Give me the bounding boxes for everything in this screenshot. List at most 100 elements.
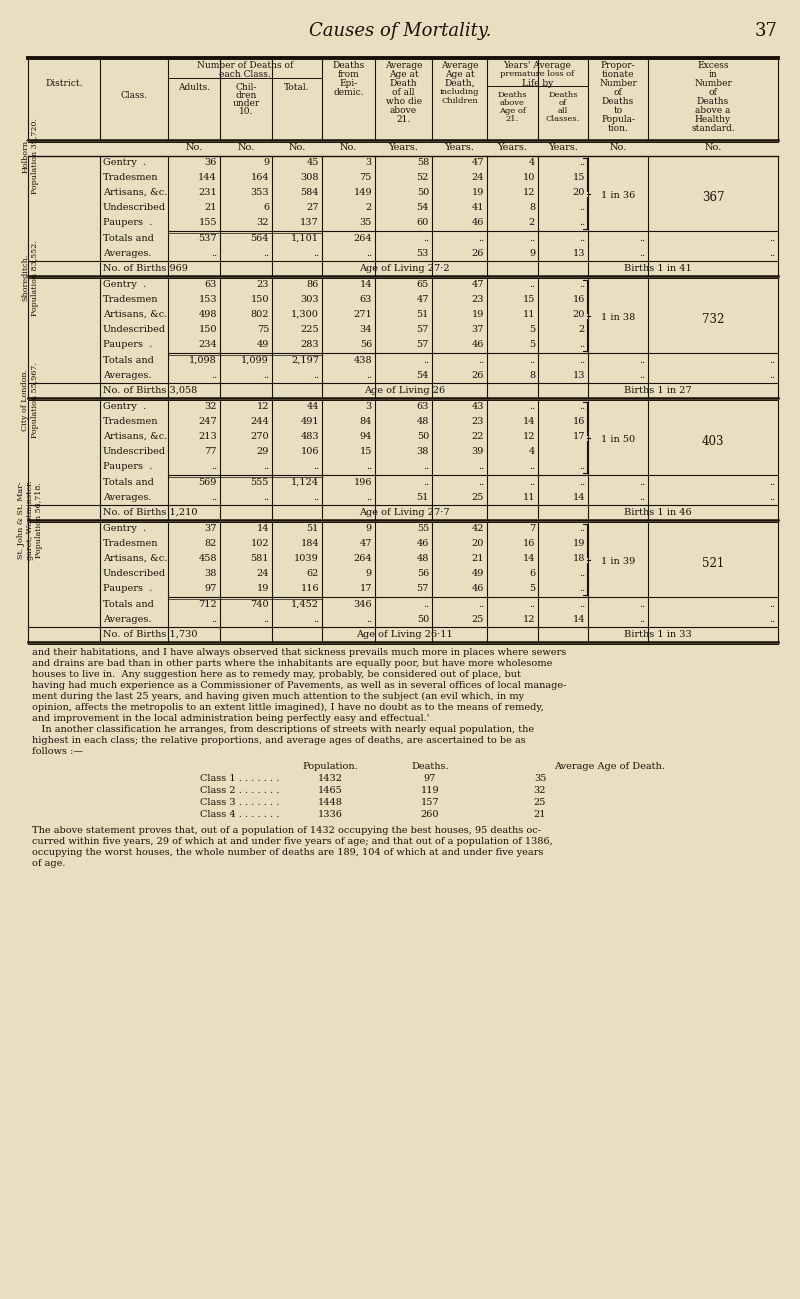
Text: 1,099: 1,099 [242, 356, 269, 365]
Text: 82: 82 [205, 539, 217, 548]
Text: 48: 48 [417, 417, 429, 426]
Text: Totals and: Totals and [103, 356, 154, 365]
Text: 521: 521 [702, 556, 724, 569]
Text: ..: .. [578, 600, 585, 609]
Text: 6: 6 [263, 203, 269, 212]
Text: Births 1 in 41: Births 1 in 41 [624, 264, 692, 273]
Text: 1465: 1465 [318, 786, 342, 795]
Text: 19: 19 [472, 310, 484, 320]
Text: ..: .. [638, 372, 645, 381]
Text: tion.: tion. [607, 123, 629, 132]
Text: 213: 213 [198, 433, 217, 440]
Text: ..: .. [529, 234, 535, 243]
Text: 1,300: 1,300 [291, 310, 319, 320]
Text: 14: 14 [573, 494, 585, 501]
Text: In another classification he arranges, from descriptions of streets with nearly : In another classification he arranges, f… [32, 725, 534, 734]
Text: 51: 51 [417, 494, 429, 501]
Text: No.: No. [186, 143, 202, 152]
Text: 498: 498 [198, 310, 217, 320]
Text: Tradesmen: Tradesmen [103, 539, 158, 548]
Text: curred within five years, 29 of which at and under five years of age; and that o: curred within five years, 29 of which at… [32, 837, 553, 846]
Text: 17: 17 [359, 585, 372, 594]
Text: Paupers  .: Paupers . [103, 585, 152, 594]
Text: Life by: Life by [522, 79, 553, 88]
Text: ..: .. [578, 281, 585, 288]
Text: 77: 77 [205, 447, 217, 456]
Text: to: to [614, 107, 622, 116]
Text: 63: 63 [417, 401, 429, 410]
Text: No. of Births 1,730: No. of Births 1,730 [103, 630, 198, 639]
Text: 244: 244 [250, 417, 269, 426]
Text: 8: 8 [529, 372, 535, 381]
Text: 54: 54 [417, 203, 429, 212]
Text: 1,124: 1,124 [291, 478, 319, 487]
Text: 36: 36 [205, 158, 217, 168]
Text: Paupers  .: Paupers . [103, 218, 152, 227]
Text: 35: 35 [360, 218, 372, 227]
Text: Years' Average: Years' Average [503, 61, 571, 70]
Text: 106: 106 [301, 447, 319, 456]
Text: 20: 20 [472, 539, 484, 548]
Text: 63: 63 [205, 281, 217, 288]
Text: 21: 21 [471, 553, 484, 562]
Text: Age at: Age at [445, 70, 474, 79]
Text: Deaths: Deaths [697, 97, 729, 107]
Text: above: above [390, 107, 417, 116]
Text: 353: 353 [250, 188, 269, 197]
Text: 54: 54 [417, 372, 429, 381]
Text: ..: .. [313, 462, 319, 472]
Text: 283: 283 [300, 340, 319, 349]
Text: 2: 2 [529, 218, 535, 227]
Text: 47: 47 [471, 158, 484, 168]
Text: 41: 41 [471, 203, 484, 212]
Text: Deaths: Deaths [602, 97, 634, 107]
Text: ..: .. [366, 249, 372, 259]
Text: 24: 24 [471, 173, 484, 182]
Text: 264: 264 [354, 234, 372, 243]
Text: 149: 149 [354, 188, 372, 197]
Text: 53: 53 [417, 249, 429, 259]
Text: ..: .. [769, 249, 775, 259]
Text: ..: .. [313, 494, 319, 501]
Text: ..: .. [769, 356, 775, 365]
Text: 5: 5 [529, 325, 535, 334]
Text: 86: 86 [306, 281, 319, 288]
Text: Averages.: Averages. [103, 249, 151, 259]
Text: 16: 16 [573, 417, 585, 426]
Text: ..: .. [262, 494, 269, 501]
Text: Excess: Excess [698, 61, 729, 70]
Text: 7: 7 [529, 523, 535, 533]
Text: 2: 2 [366, 203, 372, 212]
Text: Age of Living 26: Age of Living 26 [364, 386, 445, 395]
Text: 62: 62 [306, 569, 319, 578]
Text: 584: 584 [301, 188, 319, 197]
Text: ..: .. [529, 281, 535, 288]
Text: Age of Living 26·11: Age of Living 26·11 [356, 630, 453, 639]
Text: Number of Deaths of: Number of Deaths of [197, 61, 293, 70]
Text: Years.: Years. [389, 143, 418, 152]
Text: ..: .. [422, 600, 429, 609]
Text: 247: 247 [198, 417, 217, 426]
Text: 11: 11 [522, 310, 535, 320]
Text: ..: .. [529, 478, 535, 487]
Text: occupying the worst houses, the whole number of deaths are 189, 104 of which at : occupying the worst houses, the whole nu… [32, 848, 543, 857]
Text: and drains are bad than in other parts where the inhabitants are equally poor, b: and drains are bad than in other parts w… [32, 659, 552, 668]
Text: 19: 19 [257, 585, 269, 594]
Text: Totals and: Totals and [103, 600, 154, 609]
Text: of: of [559, 99, 567, 107]
Text: ..: .. [638, 234, 645, 243]
Text: opinion, affects the metropolis to an extent little imagined), I have no doubt a: opinion, affects the metropolis to an ex… [32, 703, 544, 712]
Text: 483: 483 [300, 433, 319, 440]
Text: 42: 42 [471, 523, 484, 533]
Text: ..: .. [638, 494, 645, 501]
Text: Averages.: Averages. [103, 372, 151, 381]
Text: Undescribed: Undescribed [103, 203, 166, 212]
Text: ..: .. [210, 249, 217, 259]
Text: each Class.: each Class. [219, 70, 271, 79]
Text: 27: 27 [306, 203, 319, 212]
Text: 1 in 38: 1 in 38 [601, 313, 635, 321]
Text: Age of: Age of [499, 107, 526, 116]
Text: The above statement proves that, out of a population of 1432 occupying the best : The above statement proves that, out of … [32, 826, 541, 835]
Text: 21.: 21. [396, 116, 410, 123]
Text: 75: 75 [257, 325, 269, 334]
